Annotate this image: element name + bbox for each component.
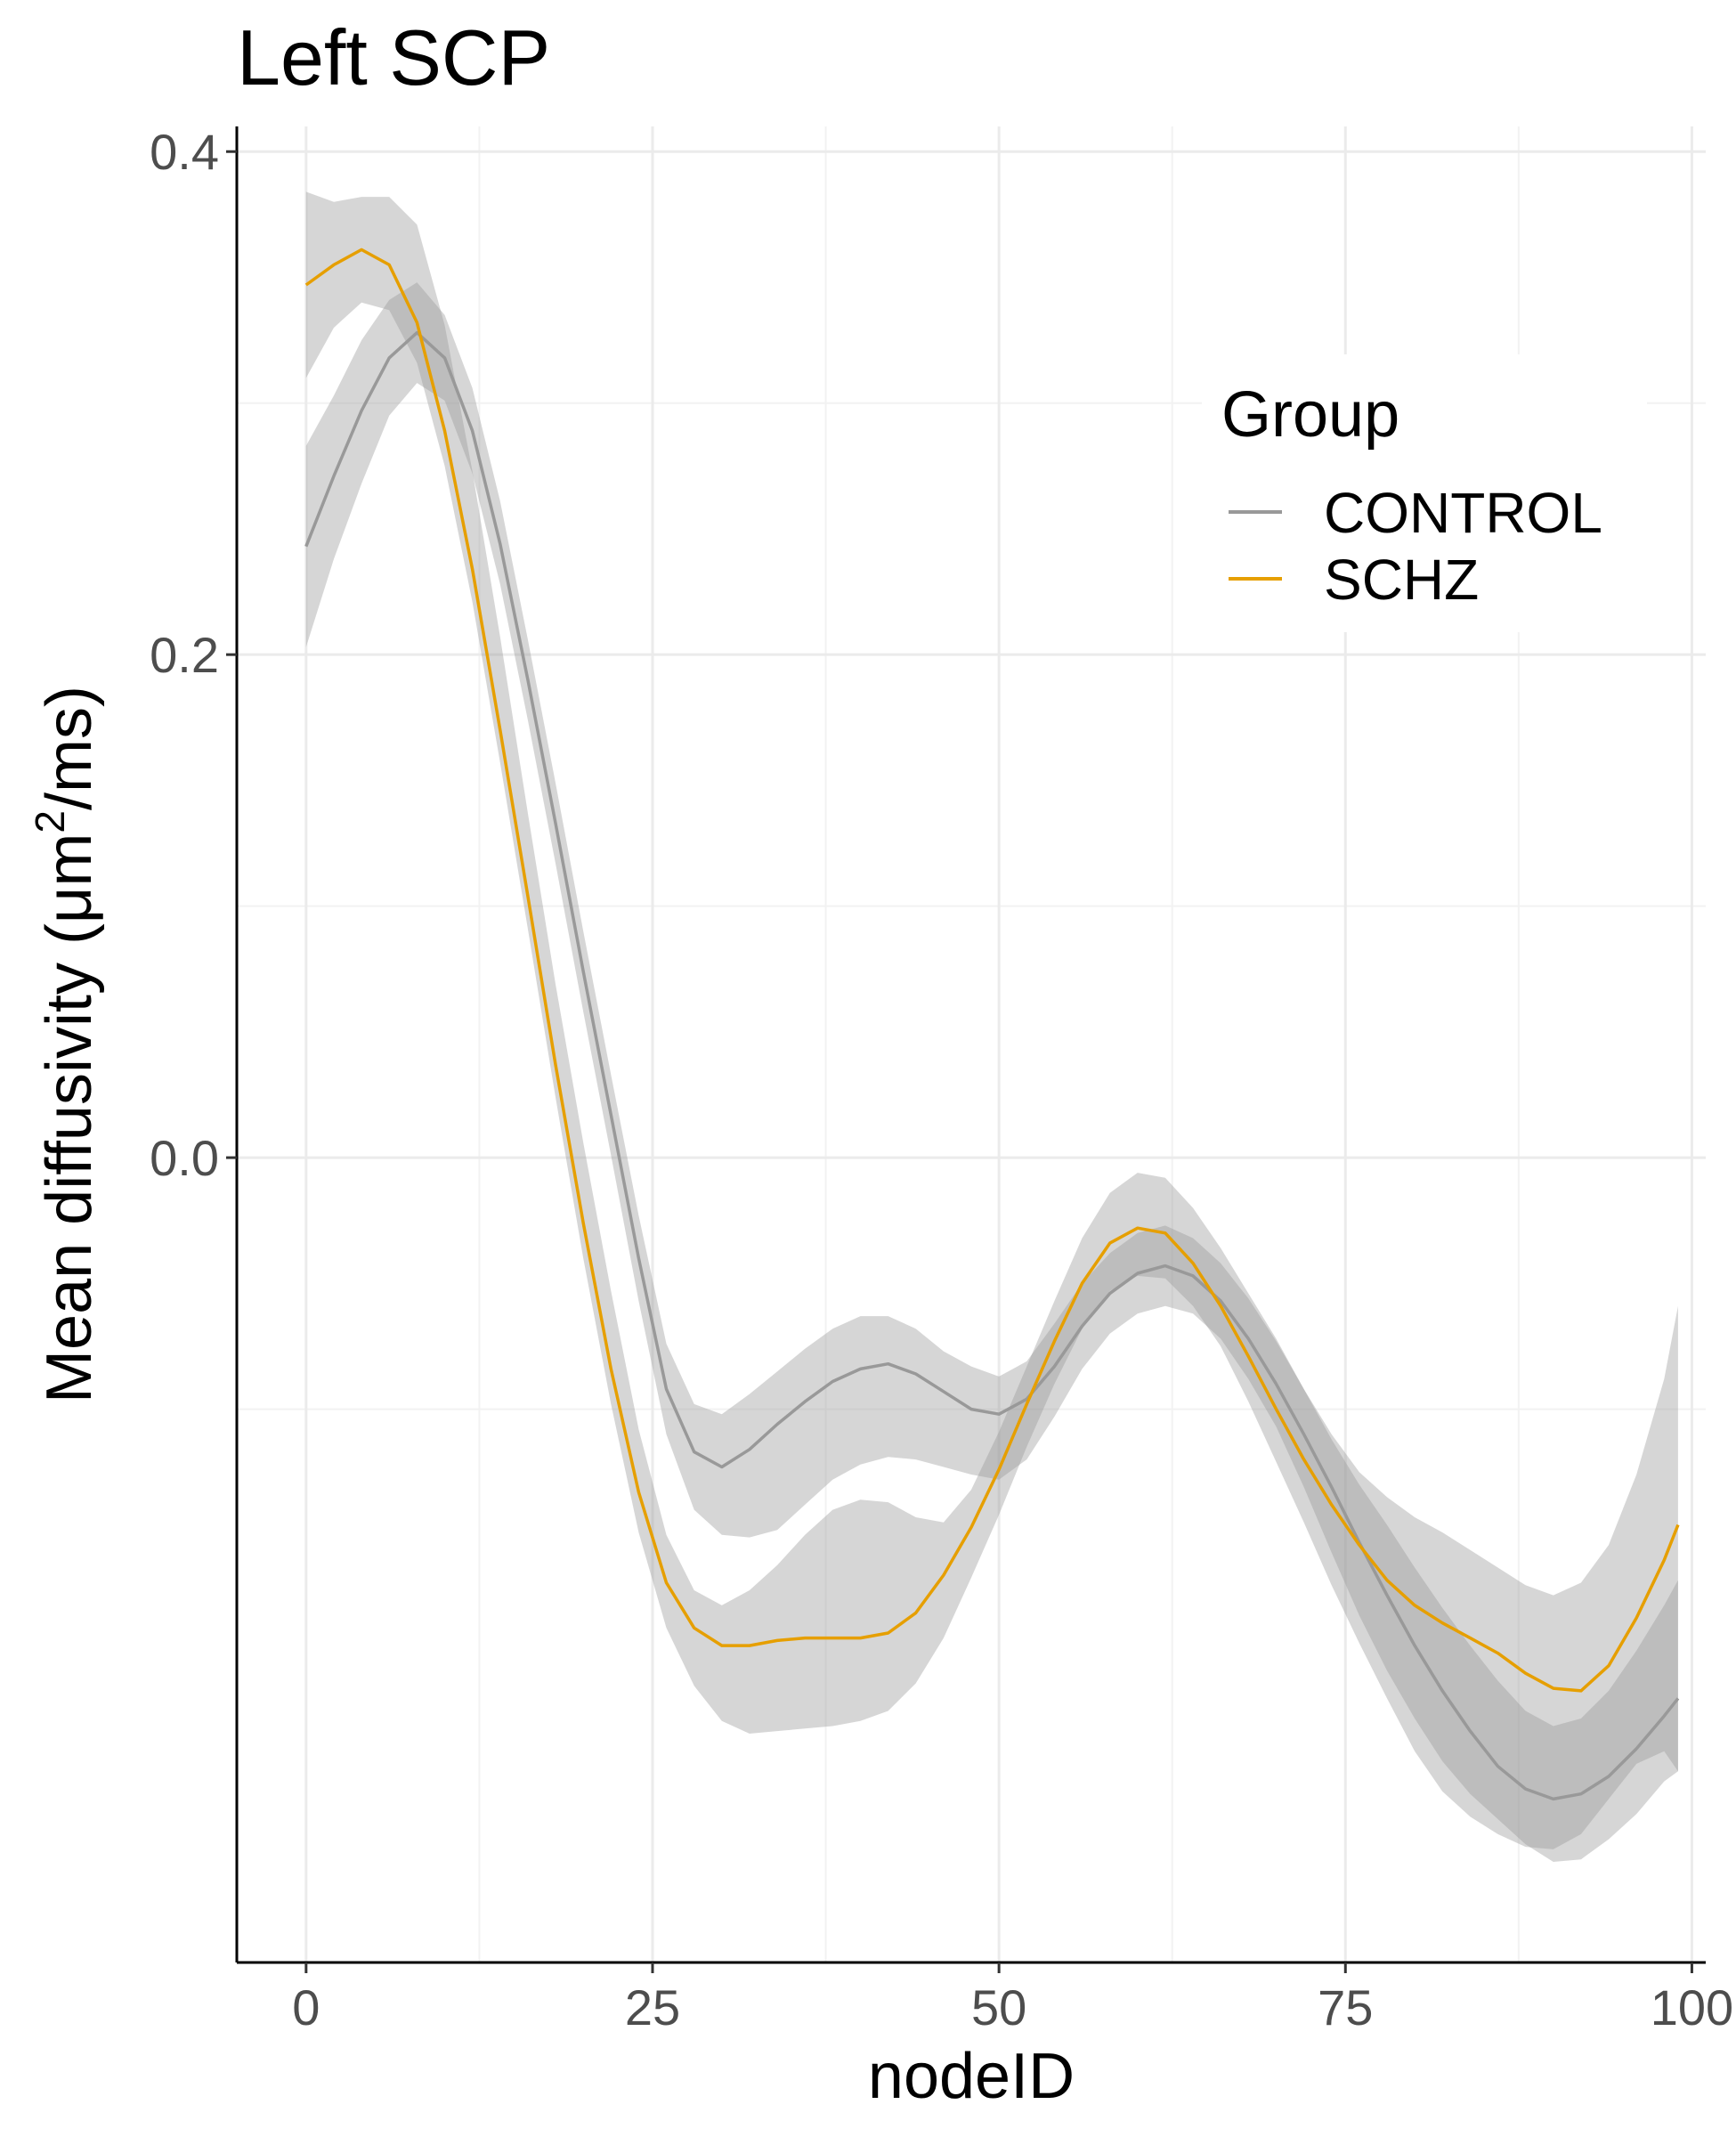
grid-major	[237, 126, 1706, 1962]
x-tick-label: 50	[971, 1979, 1026, 2035]
y-axis-title: Mean diffusivity (μm2/ms)	[27, 686, 105, 1403]
y-tick-label: 0.0	[150, 1130, 219, 1186]
x-axis-ticks: 0 25 50 75 100	[292, 1962, 1733, 2035]
x-tick-label: 75	[1318, 1979, 1373, 2035]
chart-title: Left SCP	[237, 13, 550, 102]
legend-title: Group	[1221, 379, 1399, 451]
series-line-schz	[304, 248, 1680, 1693]
legend-label-control: CONTROL	[1324, 481, 1602, 545]
y-tick-label: 0.4	[150, 124, 219, 180]
x-axis-title: nodeID	[868, 2041, 1075, 2112]
y-axis-title-tail: /ms)	[34, 686, 105, 810]
legend-label-schz: SCHZ	[1324, 548, 1479, 612]
y-axis-title-main: Mean diffusivity (μm	[34, 833, 105, 1403]
y-axis-title-superscript: 2	[27, 810, 73, 833]
legend: Group CONTROL SCHZ	[1202, 354, 1647, 632]
series-lines	[304, 248, 1680, 1801]
x-tick-label: 0	[292, 1979, 320, 2035]
x-tick-label: 100	[1651, 1979, 1733, 2035]
y-tick-label: 0.2	[150, 627, 219, 683]
ribbon-control	[305, 282, 1678, 1863]
y-axis-ticks: 0.0 0.2 0.4	[150, 124, 237, 1186]
x-tick-label: 25	[625, 1979, 680, 2035]
series-line-control	[304, 330, 1680, 1801]
legend-background	[1202, 354, 1647, 632]
